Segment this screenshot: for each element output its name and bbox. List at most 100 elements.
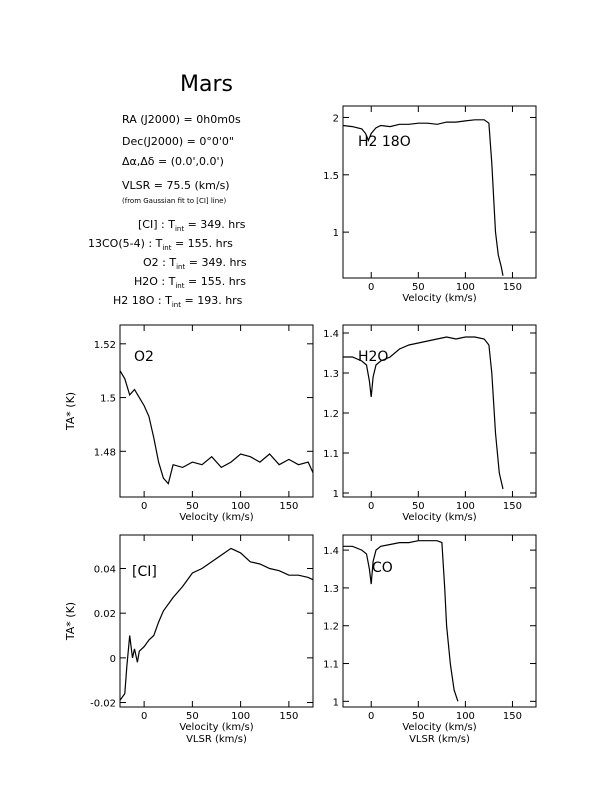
x-tick-label: 50 xyxy=(186,501,199,512)
y-tick-label: 1.5 xyxy=(100,394,116,405)
ra-line: RA (J2000) = 0h0m0s xyxy=(122,113,241,126)
x-tick-label: 0 xyxy=(141,501,147,512)
chart-frame xyxy=(342,324,537,498)
integration-time: 349. hrs xyxy=(200,218,246,231)
dec-label: Dec(J2000) xyxy=(122,135,184,148)
x-tick-label: 50 xyxy=(412,282,425,293)
chart-panel-bottom-left: 0 50 100 150 -0.02 0 0.02 0.04 Velocity (km/s)VL… xyxy=(64,534,314,745)
x-tick-label: 0 xyxy=(368,282,374,293)
y-tick-label: 1.4 xyxy=(323,546,339,557)
integration-line: [CI] xyxy=(138,218,158,231)
x-tick-label: 0 xyxy=(368,501,374,512)
x-tick-label: 100 xyxy=(456,501,475,512)
x-tick-label: 150 xyxy=(279,501,298,512)
line-annotation: CO xyxy=(372,560,393,576)
integration-row: O2 : Tint = 349. hrs xyxy=(143,256,247,272)
y-tick-label: 1 xyxy=(333,697,339,708)
x-axis-label: Velocity (km/s) xyxy=(402,293,476,304)
dec-line: Dec(J2000) = 0°0'0" xyxy=(122,135,234,148)
x-axis-label-vlsr: VLSR (km/s) xyxy=(409,734,470,745)
integration-time: 349. hrs xyxy=(201,256,247,269)
x-tick-label: 0 xyxy=(141,711,147,722)
x-tick-label: 100 xyxy=(231,501,250,512)
x-axis-label: Velocity (km/s) xyxy=(179,512,253,523)
integration-time: 155. hrs xyxy=(200,275,246,288)
series-line xyxy=(343,336,504,490)
y-tick-label: 1.52 xyxy=(94,340,116,351)
y-tick-label: 0 xyxy=(110,654,116,665)
vlsr-note: (from Gaussian fit to [CI] line) xyxy=(122,197,227,205)
chart-panel-top-right: 0 50 100 150 1 1.5 2 Velocity (km/s) H2 18O xyxy=(323,105,537,304)
y-tick-label: 1.2 xyxy=(323,409,339,420)
x-tick-label: 150 xyxy=(503,711,522,722)
integration-time: 155. hrs xyxy=(187,237,233,250)
vlsr-line: VLSR = 75.5 (km/s) xyxy=(122,179,230,192)
chart-panel-mid-left: 0 50 100 150 1.48 1.5 1.52 Velocity (km/s) TA* (… xyxy=(64,324,314,523)
y-tick-label: 1.1 xyxy=(323,660,339,671)
chart-frame xyxy=(342,105,537,279)
x-tick-label: 100 xyxy=(456,711,475,722)
integration-row: 13CO(5-4) : Tint = 155. hrs xyxy=(88,237,233,253)
y-axis-label: TA* (K) xyxy=(64,602,77,641)
offset-line: Δα,Δδ = (0.0',0.0') xyxy=(122,155,224,168)
y-tick-label: 1.2 xyxy=(323,622,339,633)
x-axis-label: Velocity (km/s) xyxy=(179,722,253,733)
chart-panel-bottom-right: 0 50 100 150 1 1.1 1.2 1.3 1.4 Velocity (km/s)VLS… xyxy=(323,534,537,745)
y-tick-label: 0.04 xyxy=(94,565,116,576)
integration-line: H2O xyxy=(134,275,158,288)
x-tick-label: 50 xyxy=(412,501,425,512)
y-tick-label: 1.4 xyxy=(323,329,339,340)
x-axis-label: Velocity (km/s) xyxy=(402,512,476,523)
integration-line: 13CO(5-4) xyxy=(88,237,145,250)
x-tick-label: 50 xyxy=(186,711,199,722)
x-tick-label: 100 xyxy=(456,282,475,293)
x-tick-label: 150 xyxy=(503,282,522,293)
y-tick-label: -0.02 xyxy=(90,699,116,710)
series-line xyxy=(120,370,313,485)
y-tick-label: 1.48 xyxy=(94,447,116,458)
chart-frame xyxy=(119,324,314,498)
page-title: Mars xyxy=(180,72,233,97)
y-axis-label: TA* (K) xyxy=(64,392,77,431)
ra-label: RA (J2000) xyxy=(122,113,181,126)
integration-row: H2 18O : Tint = 193. hrs xyxy=(113,294,243,310)
offset-label: Δα,Δδ xyxy=(122,155,155,168)
x-axis-label-vlsr: VLSR (km/s) xyxy=(186,734,247,745)
integration-row: H2O : Tint = 155. hrs xyxy=(134,275,246,291)
y-tick-label: 1.3 xyxy=(323,369,339,380)
vlsr-value: 75.5 (km/s) xyxy=(166,179,230,192)
x-tick-label: 150 xyxy=(279,711,298,722)
x-tick-label: 100 xyxy=(231,711,250,722)
integration-time: 193. hrs xyxy=(197,294,243,307)
series-line xyxy=(343,119,504,276)
y-tick-label: 2 xyxy=(333,113,339,124)
line-annotation: [CI] xyxy=(132,564,157,580)
x-tick-label: 0 xyxy=(368,711,374,722)
chart-frame xyxy=(342,534,537,708)
ra-value: 0h0m0s xyxy=(196,113,241,126)
integration-line: H2 18O xyxy=(113,294,155,307)
offset-value: (0.0',0.0') xyxy=(170,155,224,168)
integration-line: O2 xyxy=(143,256,159,269)
integration-row: [CI] : Tint = 349. hrs xyxy=(138,218,246,234)
line-annotation: H2O xyxy=(358,349,388,365)
x-tick-label: 150 xyxy=(503,501,522,512)
line-annotation: O2 xyxy=(134,349,154,365)
chart-frame xyxy=(119,534,314,708)
y-tick-label: 1.1 xyxy=(323,449,339,460)
y-tick-label: 1.3 xyxy=(323,584,339,595)
y-tick-label: 1 xyxy=(333,228,339,239)
series-line xyxy=(120,547,313,701)
series-line xyxy=(343,540,459,702)
y-tick-label: 0.02 xyxy=(94,609,116,620)
x-axis-label: Velocity (km/s) xyxy=(402,722,476,733)
dec-value: 0°0'0" xyxy=(199,135,234,148)
line-annotation: H2 18O xyxy=(358,134,411,150)
chart-panel-mid-right: 0 50 100 150 1 1.1 1.2 1.3 1.4 Velocity (km/s) H2O xyxy=(323,324,537,523)
vlsr-label: VLSR xyxy=(122,179,151,192)
y-tick-label: 1.5 xyxy=(323,171,339,182)
y-tick-label: 1 xyxy=(333,489,339,500)
x-tick-label: 50 xyxy=(412,711,425,722)
